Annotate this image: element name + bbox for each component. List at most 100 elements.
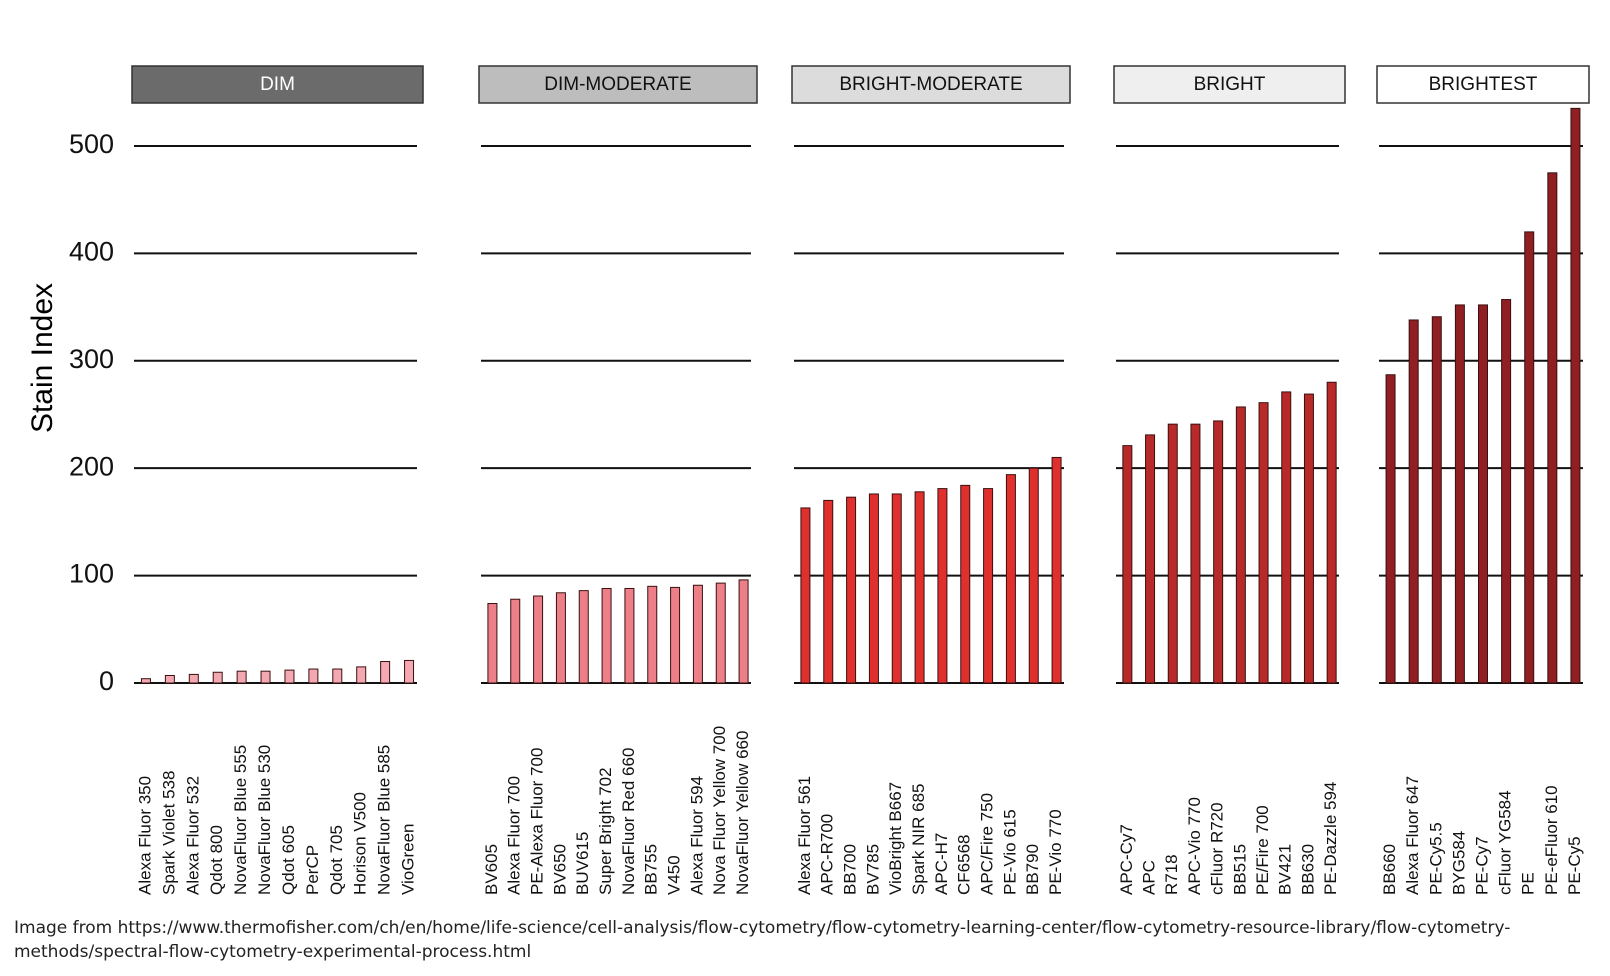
x-tick-label: PE	[1519, 872, 1538, 895]
panel-header	[1376, 65, 1590, 104]
x-tick-label: APC	[1140, 860, 1159, 895]
x-tick-label: PE-Cy5.5	[1426, 822, 1445, 895]
x-tick-label: NovaFluor Red 660	[619, 748, 638, 895]
x-tick-label: V450	[665, 855, 684, 895]
x-tick-label: BB660	[1380, 844, 1399, 895]
x-tick-label: Alexa Fluor 561	[795, 776, 814, 895]
bar	[800, 507, 811, 684]
bar	[983, 488, 994, 684]
x-tick-label: APC-H7	[932, 833, 951, 895]
panel-header	[1113, 65, 1346, 104]
x-tick-label: PE-Alexa Fluor 700	[528, 748, 547, 895]
x-tick-label: PE-Vio 770	[1046, 809, 1065, 895]
bar	[1028, 467, 1039, 684]
x-tick-label: BB515	[1230, 844, 1249, 895]
x-tick-label: PerCP	[303, 845, 322, 895]
x-tick-label: PE/Fire 700	[1253, 805, 1272, 895]
x-tick-label: APC/Fire 750	[978, 793, 997, 895]
x-tick-label: APC-Vio 770	[1185, 797, 1204, 895]
x-tick-label: BV605	[482, 844, 501, 895]
x-tick-label: BV785	[863, 844, 882, 895]
bar	[914, 491, 925, 684]
bar	[1258, 402, 1269, 684]
x-tick-label: Qdot 605	[279, 825, 298, 895]
bar	[533, 595, 544, 684]
panel-title: BRIGHTEST	[1429, 74, 1538, 95]
bar	[140, 678, 151, 684]
bar	[1005, 474, 1016, 684]
bar	[1145, 434, 1156, 684]
x-tick-label: Qdot 705	[327, 825, 346, 895]
bar	[1431, 316, 1442, 684]
y-tick-label: 400	[69, 236, 114, 266]
bar	[164, 674, 175, 684]
panel-header	[478, 65, 758, 104]
x-tick-label: Super Bright 702	[596, 767, 615, 895]
x-tick-label: Alexa Fluor 700	[505, 776, 524, 895]
panel-header	[791, 65, 1071, 104]
bar	[188, 673, 199, 684]
y-tick-label: 100	[69, 559, 114, 589]
x-tick-label: Alexa Fluor 532	[183, 776, 202, 895]
x-tick-label: CF6568	[955, 835, 974, 895]
bar	[308, 668, 319, 684]
bar	[1501, 299, 1512, 684]
bar	[738, 579, 749, 684]
bar	[1122, 445, 1133, 684]
bar	[332, 668, 343, 684]
x-tick-label: Alexa Fluor 594	[687, 776, 706, 895]
x-tick-label: PE-eFluor 610	[1542, 785, 1561, 895]
bar	[1570, 107, 1581, 684]
x-tick-label: cFluor R720	[1208, 802, 1227, 895]
x-tick-label: Alexa Fluor 647	[1403, 776, 1422, 895]
bar	[1167, 423, 1178, 684]
bar	[404, 659, 415, 684]
x-tick-label: Spark Violet 538	[159, 771, 178, 895]
bar	[1051, 456, 1062, 684]
panel-title: DIM	[260, 74, 295, 95]
x-tick-label: BB700	[841, 844, 860, 895]
x-tick-label: VioGreen	[399, 823, 418, 895]
x-tick-label: R718	[1162, 854, 1181, 895]
x-tick-label: Horison V500	[351, 792, 370, 895]
bar	[960, 484, 971, 684]
bar	[1478, 304, 1488, 684]
x-tick-label: VioBright B667	[886, 782, 905, 895]
y-tick-label: 500	[69, 129, 114, 159]
bar	[823, 499, 834, 684]
x-tick-label: BUV615	[573, 832, 592, 895]
x-tick-label: BV650	[550, 844, 569, 895]
chart: Stain Index DIM 0 100 200 300 400 500 Alexa Flu…	[26, 65, 1590, 895]
panel-header	[131, 65, 424, 104]
x-tick-label: cFluor YG584	[1496, 790, 1515, 895]
bar	[578, 590, 589, 684]
x-tick-label: BB755	[642, 844, 661, 895]
bar	[356, 666, 367, 684]
x-tick-label: NovaFluor Blue 585	[375, 745, 394, 895]
bar	[1235, 406, 1246, 684]
panel-title: BRIGHT-MODERATE	[839, 74, 1022, 95]
bar	[380, 661, 391, 684]
x-tick-label: BB630	[1298, 844, 1317, 895]
x-tick-label: BYG584	[1449, 831, 1468, 895]
x-tick-label: Nova Fluor Yellow 700	[710, 726, 729, 895]
x-tick-label: PE-Cy7	[1472, 836, 1491, 895]
x-tick-label: APC-Cy7	[1117, 824, 1136, 895]
x-tick-label: BV421	[1276, 844, 1295, 895]
bar	[647, 585, 658, 684]
bar	[260, 670, 271, 684]
x-tick-label: Alexa Fluor 350	[135, 776, 154, 895]
y-tick-label: 0	[99, 666, 114, 696]
x-tick-label: PE-Dazzle 594	[1321, 782, 1340, 895]
x-tick-label: NovaFluor Blue 555	[231, 745, 250, 895]
bar	[236, 670, 247, 684]
bar	[670, 586, 681, 684]
bar	[1190, 423, 1201, 684]
caption: Image from https://www.thermofisher.com/…	[14, 918, 1511, 962]
bar	[891, 493, 902, 684]
bar	[284, 669, 295, 684]
bar	[715, 582, 726, 684]
bar	[601, 587, 612, 684]
bar	[1454, 304, 1465, 684]
